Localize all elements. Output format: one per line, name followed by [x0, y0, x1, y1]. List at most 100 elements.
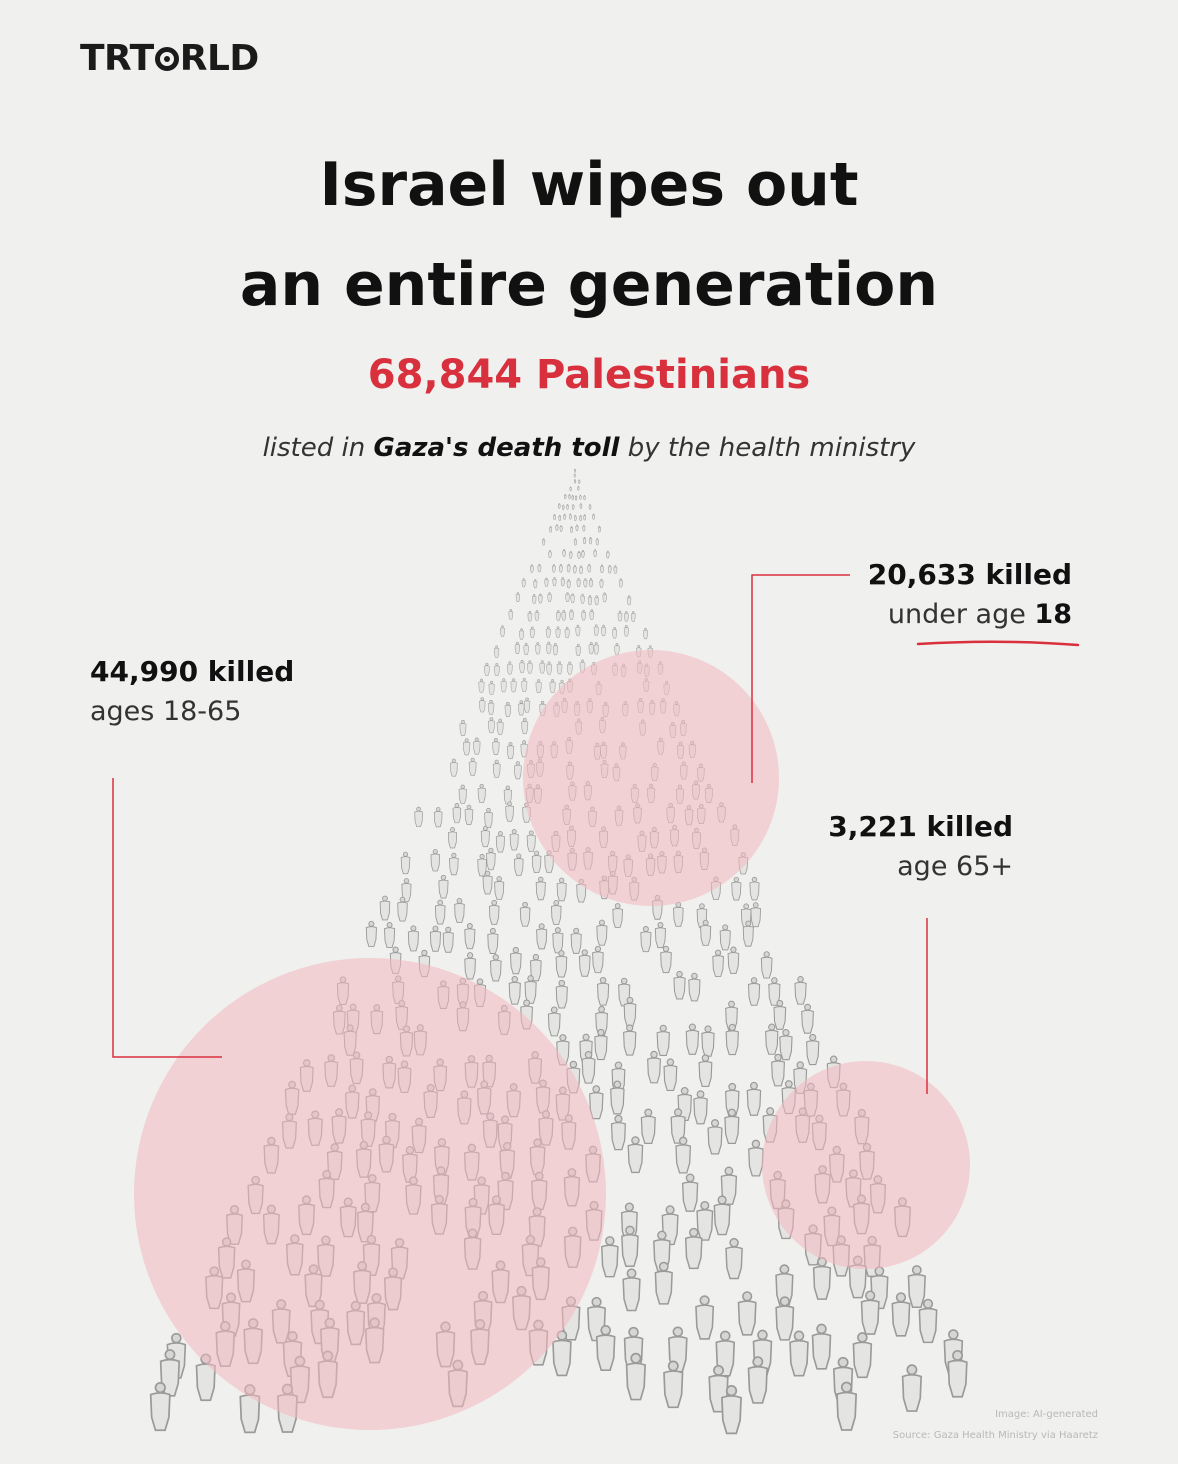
- crowd-figure: [581, 609, 586, 621]
- crowd-figure: [546, 641, 552, 654]
- crowd-figure: [463, 738, 471, 756]
- crowd-figure: [534, 610, 540, 621]
- crowd-figure: [907, 1265, 926, 1308]
- crowd-figure: [530, 953, 542, 982]
- crowd-figure: [601, 1236, 619, 1278]
- crowd-figure: [526, 830, 536, 852]
- crowd-figure: [630, 611, 636, 622]
- crowd-figure: [479, 697, 486, 713]
- crowd-figure: [860, 1290, 880, 1335]
- crowd-figure: [663, 1058, 678, 1091]
- crowd-figure: [514, 641, 521, 654]
- crowd-figure: [564, 493, 567, 499]
- crowd-figure: [612, 627, 618, 639]
- crowd-figure: [593, 642, 599, 655]
- crowd-figure: [578, 479, 581, 484]
- crowd-figure: [568, 494, 571, 500]
- highlight-circle-elderly: [762, 1061, 970, 1269]
- crowd-figure: [545, 626, 551, 638]
- crowd-figure: [480, 825, 490, 848]
- crowd-figure: [552, 927, 564, 954]
- crowd-figure: [681, 1173, 699, 1212]
- trt-world-logo: TRT RLD: [80, 38, 259, 79]
- crowd-figure: [535, 876, 546, 901]
- crowd-figure: [731, 876, 742, 901]
- crowd-figure: [566, 504, 569, 510]
- crowd-figure: [459, 719, 467, 736]
- crowd-figure: [580, 593, 585, 604]
- logo-text-left: TRT: [80, 38, 154, 79]
- crowd-figure: [701, 1025, 715, 1057]
- crowd-figure: [535, 642, 541, 655]
- crowd-figure: [555, 979, 568, 1009]
- crowd-figure: [458, 784, 467, 804]
- crowd-figure: [576, 577, 581, 588]
- credit-source: Source: Gaza Health Ministry via Haaretz: [892, 1430, 1098, 1441]
- crowd-figure: [401, 878, 412, 902]
- crowd-figure: [564, 626, 570, 639]
- crowd-figure: [901, 1364, 923, 1412]
- crowd-figure: [794, 976, 807, 1005]
- crowd-figure: [523, 697, 531, 713]
- crowd-figure: [557, 503, 561, 509]
- crowd-figure: [581, 549, 585, 558]
- crowd-figure: [749, 876, 760, 901]
- stat-elderly: 3,221 killed age 65+: [828, 807, 1013, 887]
- credits: Image: AI-generated Source: Gaza Health …: [893, 1404, 1098, 1446]
- crowd-figure: [852, 1332, 873, 1379]
- highlight-circle-adults: [134, 958, 606, 1430]
- crowd-figure: [588, 641, 594, 655]
- crowd-figure: [589, 609, 595, 620]
- crowd-figure: [433, 807, 443, 828]
- crowd-figure: [713, 1195, 731, 1236]
- crowd-figure: [544, 577, 549, 587]
- crowd-figure: [765, 1023, 779, 1055]
- crowd-figure: [442, 926, 454, 953]
- crowd-figure: [532, 593, 537, 604]
- crowd-figure: [721, 1385, 742, 1435]
- crowd-figure: [504, 701, 512, 717]
- connector-children: [751, 574, 850, 783]
- crowd-figure: [587, 595, 593, 605]
- crowd-figure: [566, 563, 571, 573]
- title-line-2: an entire generation: [239, 250, 939, 320]
- crowd-figure: [495, 831, 505, 853]
- crowd-figure: [748, 1139, 764, 1177]
- crowd-figure: [670, 1108, 686, 1144]
- crowd-figure: [514, 853, 524, 876]
- crowd-figure: [583, 578, 588, 588]
- crowd-figure: [529, 626, 535, 638]
- crowd-figure: [486, 847, 496, 871]
- crowd-figure: [779, 1029, 793, 1061]
- crowd-figure: [452, 803, 462, 824]
- crowd-figure: [464, 804, 474, 825]
- crowd-figure: [397, 896, 408, 922]
- crowd-figure: [447, 827, 458, 849]
- crowd-figure: [574, 479, 577, 484]
- crowd-figure: [556, 661, 563, 675]
- crowd-figure: [573, 538, 578, 546]
- crowd-figure: [562, 549, 566, 557]
- crowd-figure: [546, 661, 552, 675]
- crowd-figure: [384, 921, 396, 949]
- crowd-figure: [613, 565, 618, 574]
- stat-adults-count: 44,990 killed: [90, 655, 295, 688]
- crowd-figure: [496, 718, 504, 735]
- crowd-figure: [583, 514, 587, 521]
- credit-image: Image: AI-generated: [995, 1409, 1098, 1420]
- crowd-figure: [643, 627, 648, 640]
- crowd-figure: [588, 504, 592, 510]
- stat-children-label: under age 18: [868, 595, 1072, 635]
- crowd-figure: [589, 1085, 604, 1120]
- crowd-figure: [750, 902, 762, 928]
- crowd-figure: [535, 679, 542, 693]
- crowd-figure: [482, 870, 493, 895]
- crowd-figure: [811, 1323, 832, 1370]
- crowd-figure: [494, 876, 505, 900]
- crowd-figure: [587, 563, 592, 573]
- crowd-figure: [573, 514, 577, 521]
- crowd-figure: [510, 946, 522, 975]
- crowd-figure: [478, 678, 485, 693]
- crowd-figure: [510, 678, 517, 693]
- crowd-figure: [365, 920, 377, 947]
